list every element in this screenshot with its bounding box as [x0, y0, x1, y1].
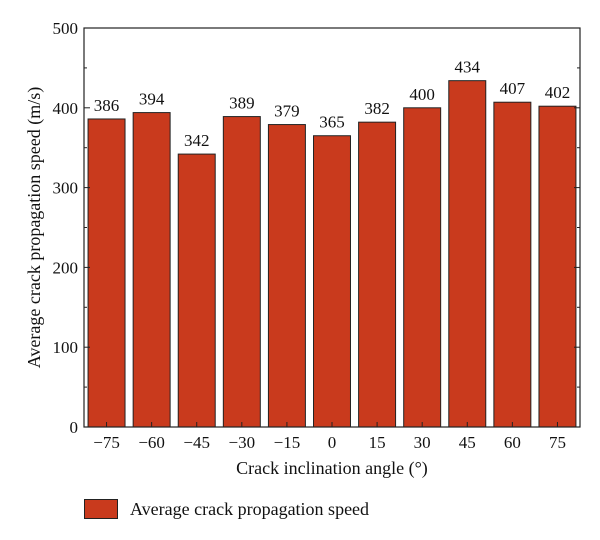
- data-label-8: 434: [455, 58, 481, 77]
- bar-2: [177, 153, 216, 428]
- bar-6: [358, 121, 397, 428]
- data-label-7: 400: [409, 85, 435, 104]
- y-tick-label-4: 400: [53, 99, 79, 118]
- bar-7: [403, 107, 442, 428]
- bar-5: [313, 135, 351, 428]
- data-label-9: 407: [500, 79, 526, 98]
- x-axis-title: Crack inclination angle (°): [236, 458, 428, 479]
- x-tick-label-2: −45: [183, 433, 210, 452]
- x-tick-label-0: −75: [93, 433, 120, 452]
- data-label-5: 365: [319, 113, 345, 132]
- legend: Average crack propagation speed: [84, 496, 369, 522]
- x-tick-label-6: 15: [369, 433, 386, 452]
- y-tick-label-3: 300: [53, 179, 79, 198]
- data-label-2: 342: [184, 131, 210, 150]
- x-tick-label-4: −15: [274, 433, 301, 452]
- bar-10: [538, 105, 577, 428]
- y-tick-label-0: 0: [70, 418, 79, 437]
- data-label-3: 389: [229, 94, 255, 113]
- data-labels-group: 386 394 342 389 379 365 382 400 434 407 402: [94, 58, 570, 150]
- data-label-6: 382: [364, 99, 390, 118]
- bars-group: [87, 80, 577, 428]
- x-axis-ticks: −75 −60 −45 −30 −15 0 15 30 45 60 75: [93, 422, 566, 452]
- y-axis-ticks: 0 100 200 300 400 500: [53, 19, 580, 437]
- bar-1: [132, 112, 171, 428]
- legend-label: Average crack propagation speed: [130, 498, 370, 519]
- bar-9: [493, 101, 532, 428]
- x-tick-label-10: 75: [549, 433, 566, 452]
- x-tick-label-9: 60: [504, 433, 521, 452]
- y-tick-label-1: 100: [53, 338, 79, 357]
- x-tick-label-3: −30: [229, 433, 256, 452]
- x-tick-label-7: 30: [414, 433, 431, 452]
- bar-4: [267, 124, 306, 428]
- bar-8: [448, 80, 487, 428]
- data-label-0: 386: [94, 96, 120, 115]
- y-axis-title: Average crack propagation speed (m/s): [24, 87, 45, 369]
- bar-0: [87, 118, 126, 428]
- legend-swatch: [84, 499, 118, 519]
- data-label-4: 379: [274, 102, 300, 121]
- data-label-10: 402: [545, 83, 571, 102]
- x-tick-label-8: 45: [459, 433, 476, 452]
- y-tick-label-5: 500: [53, 19, 79, 38]
- data-label-1: 394: [139, 90, 165, 109]
- x-tick-label-5: 0: [328, 433, 337, 452]
- x-tick-label-1: −60: [138, 433, 165, 452]
- y-tick-label-2: 200: [53, 258, 79, 277]
- bar-3: [222, 116, 261, 428]
